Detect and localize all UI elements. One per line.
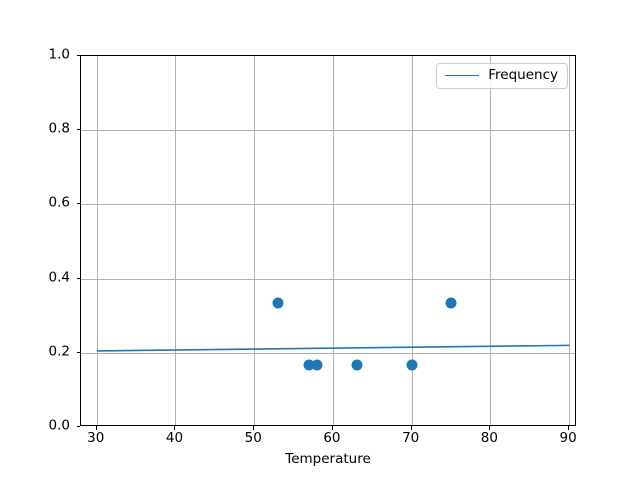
y-tick-label: 0.6 [48, 194, 70, 211]
x-tick-mark [410, 426, 412, 430]
gridline-vertical [490, 56, 492, 425]
x-tick-mark [95, 426, 97, 430]
gridline-vertical [254, 56, 256, 425]
x-tick-label: 70 [402, 430, 420, 446]
y-tick-mark [76, 55, 80, 56]
x-tick-mark [568, 426, 570, 430]
gridline-vertical [96, 56, 98, 425]
scatter-point [351, 359, 363, 371]
y-tick-mark [76, 277, 80, 279]
y-tick-label: 1.0 [48, 46, 70, 63]
scatter-point [445, 297, 457, 309]
legend-line-swatch [445, 75, 480, 77]
gridline-vertical [411, 56, 413, 425]
y-tick-mark [76, 426, 80, 427]
gridline-vertical [332, 56, 334, 425]
y-tick-label: 0.4 [48, 268, 70, 285]
gridline-vertical [175, 56, 177, 425]
x-tick-mark [174, 426, 176, 430]
x-tick-mark [253, 426, 255, 430]
x-tick-label: 40 [165, 430, 184, 446]
x-tick-label: 80 [480, 430, 498, 446]
scatter-point [311, 359, 323, 371]
x-tick-label: 60 [323, 430, 341, 446]
x-tick-mark [331, 426, 333, 430]
gridline-horizontal [81, 130, 575, 132]
scatter-point [303, 359, 315, 371]
gridline-horizontal [81, 204, 575, 206]
trend-line-frequency [96, 344, 570, 352]
scatter-point [272, 297, 284, 309]
legend-label-frequency: Frequency [488, 67, 558, 83]
y-tick-label: 0.0 [48, 417, 70, 434]
y-tick-label: 0.8 [48, 120, 70, 137]
y-tick-mark [76, 203, 80, 205]
x-axis-label: Temperature [285, 451, 371, 467]
x-tick-label: 30 [87, 430, 105, 446]
gridline-horizontal [81, 278, 575, 280]
legend: Frequency [436, 63, 568, 89]
scatter-point [406, 359, 418, 371]
y-tick-mark [76, 351, 80, 353]
x-tick-label: 50 [244, 430, 262, 446]
plot-area: Frequency [80, 55, 576, 426]
y-tick-mark [76, 129, 80, 131]
trend-line-path [96, 344, 570, 352]
y-tick-label: 0.2 [48, 343, 70, 360]
gridline-horizontal [81, 352, 575, 354]
x-tick-label: 90 [559, 430, 577, 446]
x-tick-mark [489, 426, 491, 430]
gridline-vertical [569, 56, 571, 425]
